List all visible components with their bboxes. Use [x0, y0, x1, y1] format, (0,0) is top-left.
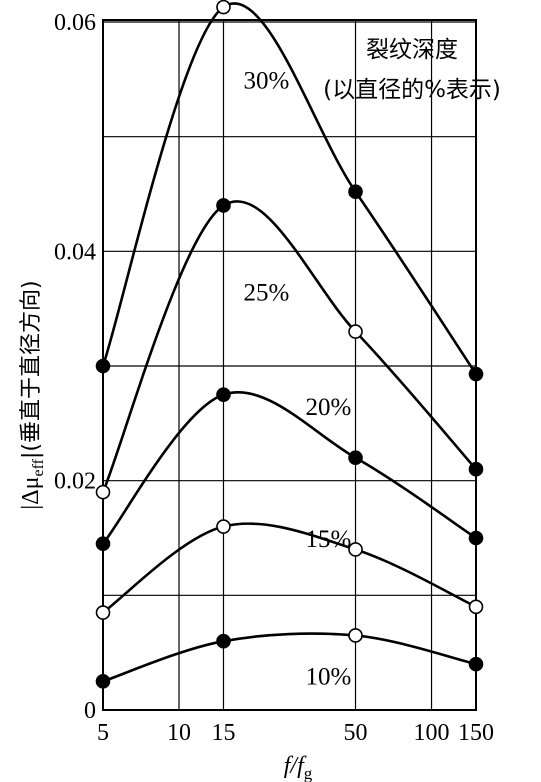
point-25pct-x50: [348, 324, 363, 339]
point-15pct-x150: [468, 599, 484, 615]
curve-15pct: [102, 522, 477, 614]
curve-10pct: [102, 632, 477, 683]
point-30pct-x50: [348, 184, 363, 200]
y-axis-title-suffix: |(垂直于直径方向): [19, 280, 44, 459]
x-tick-label-5: 5: [97, 720, 109, 746]
y-axis-title: |Δμeff|(垂直于直径方向): [18, 280, 47, 509]
point-25pct-x5: [95, 484, 111, 500]
point-25pct-x150: [468, 461, 484, 477]
curves: [101, 2, 478, 683]
svg-text:f/fg: f/fg: [284, 753, 313, 782]
point-20pct-x50: [348, 450, 363, 466]
point-30pct-x15: [216, 0, 231, 15]
x-tick-label-10: 10: [167, 720, 191, 746]
x-axis-title-main: f/f: [284, 753, 307, 779]
point-15pct-x50: [348, 542, 363, 557]
curve-25pct: [101, 200, 477, 493]
point-20pct-x5: [95, 536, 111, 552]
legend-title: 裂纹深度 (以直径的%表示): [323, 37, 501, 103]
point-10pct-x5: [95, 674, 111, 689]
x-axis-title-sub: g: [304, 764, 313, 782]
y-tick-label-0.06: 0.06: [54, 10, 96, 36]
grid: [103, 20, 476, 710]
point-30pct-x5: [95, 358, 111, 374]
y-tick-label-0.02: 0.02: [54, 469, 96, 495]
point-25pct-x15: [216, 198, 231, 213]
markers: [95, 0, 484, 689]
x-tick-label-150: 150: [458, 720, 494, 746]
series-label-30pct: 30%: [243, 67, 289, 94]
point-30pct-x150: [468, 366, 484, 382]
point-15pct-x15: [216, 519, 231, 534]
point-20pct-x15: [216, 387, 231, 402]
legend-title-line-1: 裂纹深度: [366, 37, 458, 63]
y-axis-title-sub: eff: [30, 458, 47, 476]
tick-labels: 5 10 15 50 100 150 0 0.02 0.04 0.06: [54, 10, 494, 746]
point-15pct-x5: [95, 605, 111, 620]
series-label-15pct: 15%: [305, 526, 351, 553]
series-label-10pct: 10%: [305, 664, 351, 691]
point-20pct-x150: [468, 530, 484, 546]
plot-frame: [102, 19, 477, 711]
x-tick-label-15: 15: [211, 720, 235, 746]
y-tick-label-0: 0: [84, 698, 96, 724]
x-tick-label-100: 100: [414, 720, 450, 746]
series-label-25pct: 25%: [243, 279, 289, 306]
curve-30pct: [101, 2, 478, 375]
series-labels: 30% 25% 20% 15% 10%: [243, 67, 351, 690]
x-tick-label-50: 50: [344, 720, 368, 746]
y-tick-label-0.04: 0.04: [54, 239, 96, 265]
series-label-20pct: 20%: [305, 394, 351, 421]
x-axis-title: f/fg: [284, 753, 313, 782]
y-axis-title-prefix: |Δμ: [18, 476, 44, 509]
plot-border: [102, 19, 477, 711]
curve-20pct: [101, 391, 477, 545]
svg-text:|Δμeff|(垂直于直径方向): |Δμeff|(垂直于直径方向): [18, 280, 47, 509]
point-10pct-x15: [216, 633, 231, 649]
point-10pct-x50: [348, 628, 363, 643]
legend-title-line-2: (以直径的%表示): [323, 77, 501, 103]
point-10pct-x150: [468, 656, 484, 672]
